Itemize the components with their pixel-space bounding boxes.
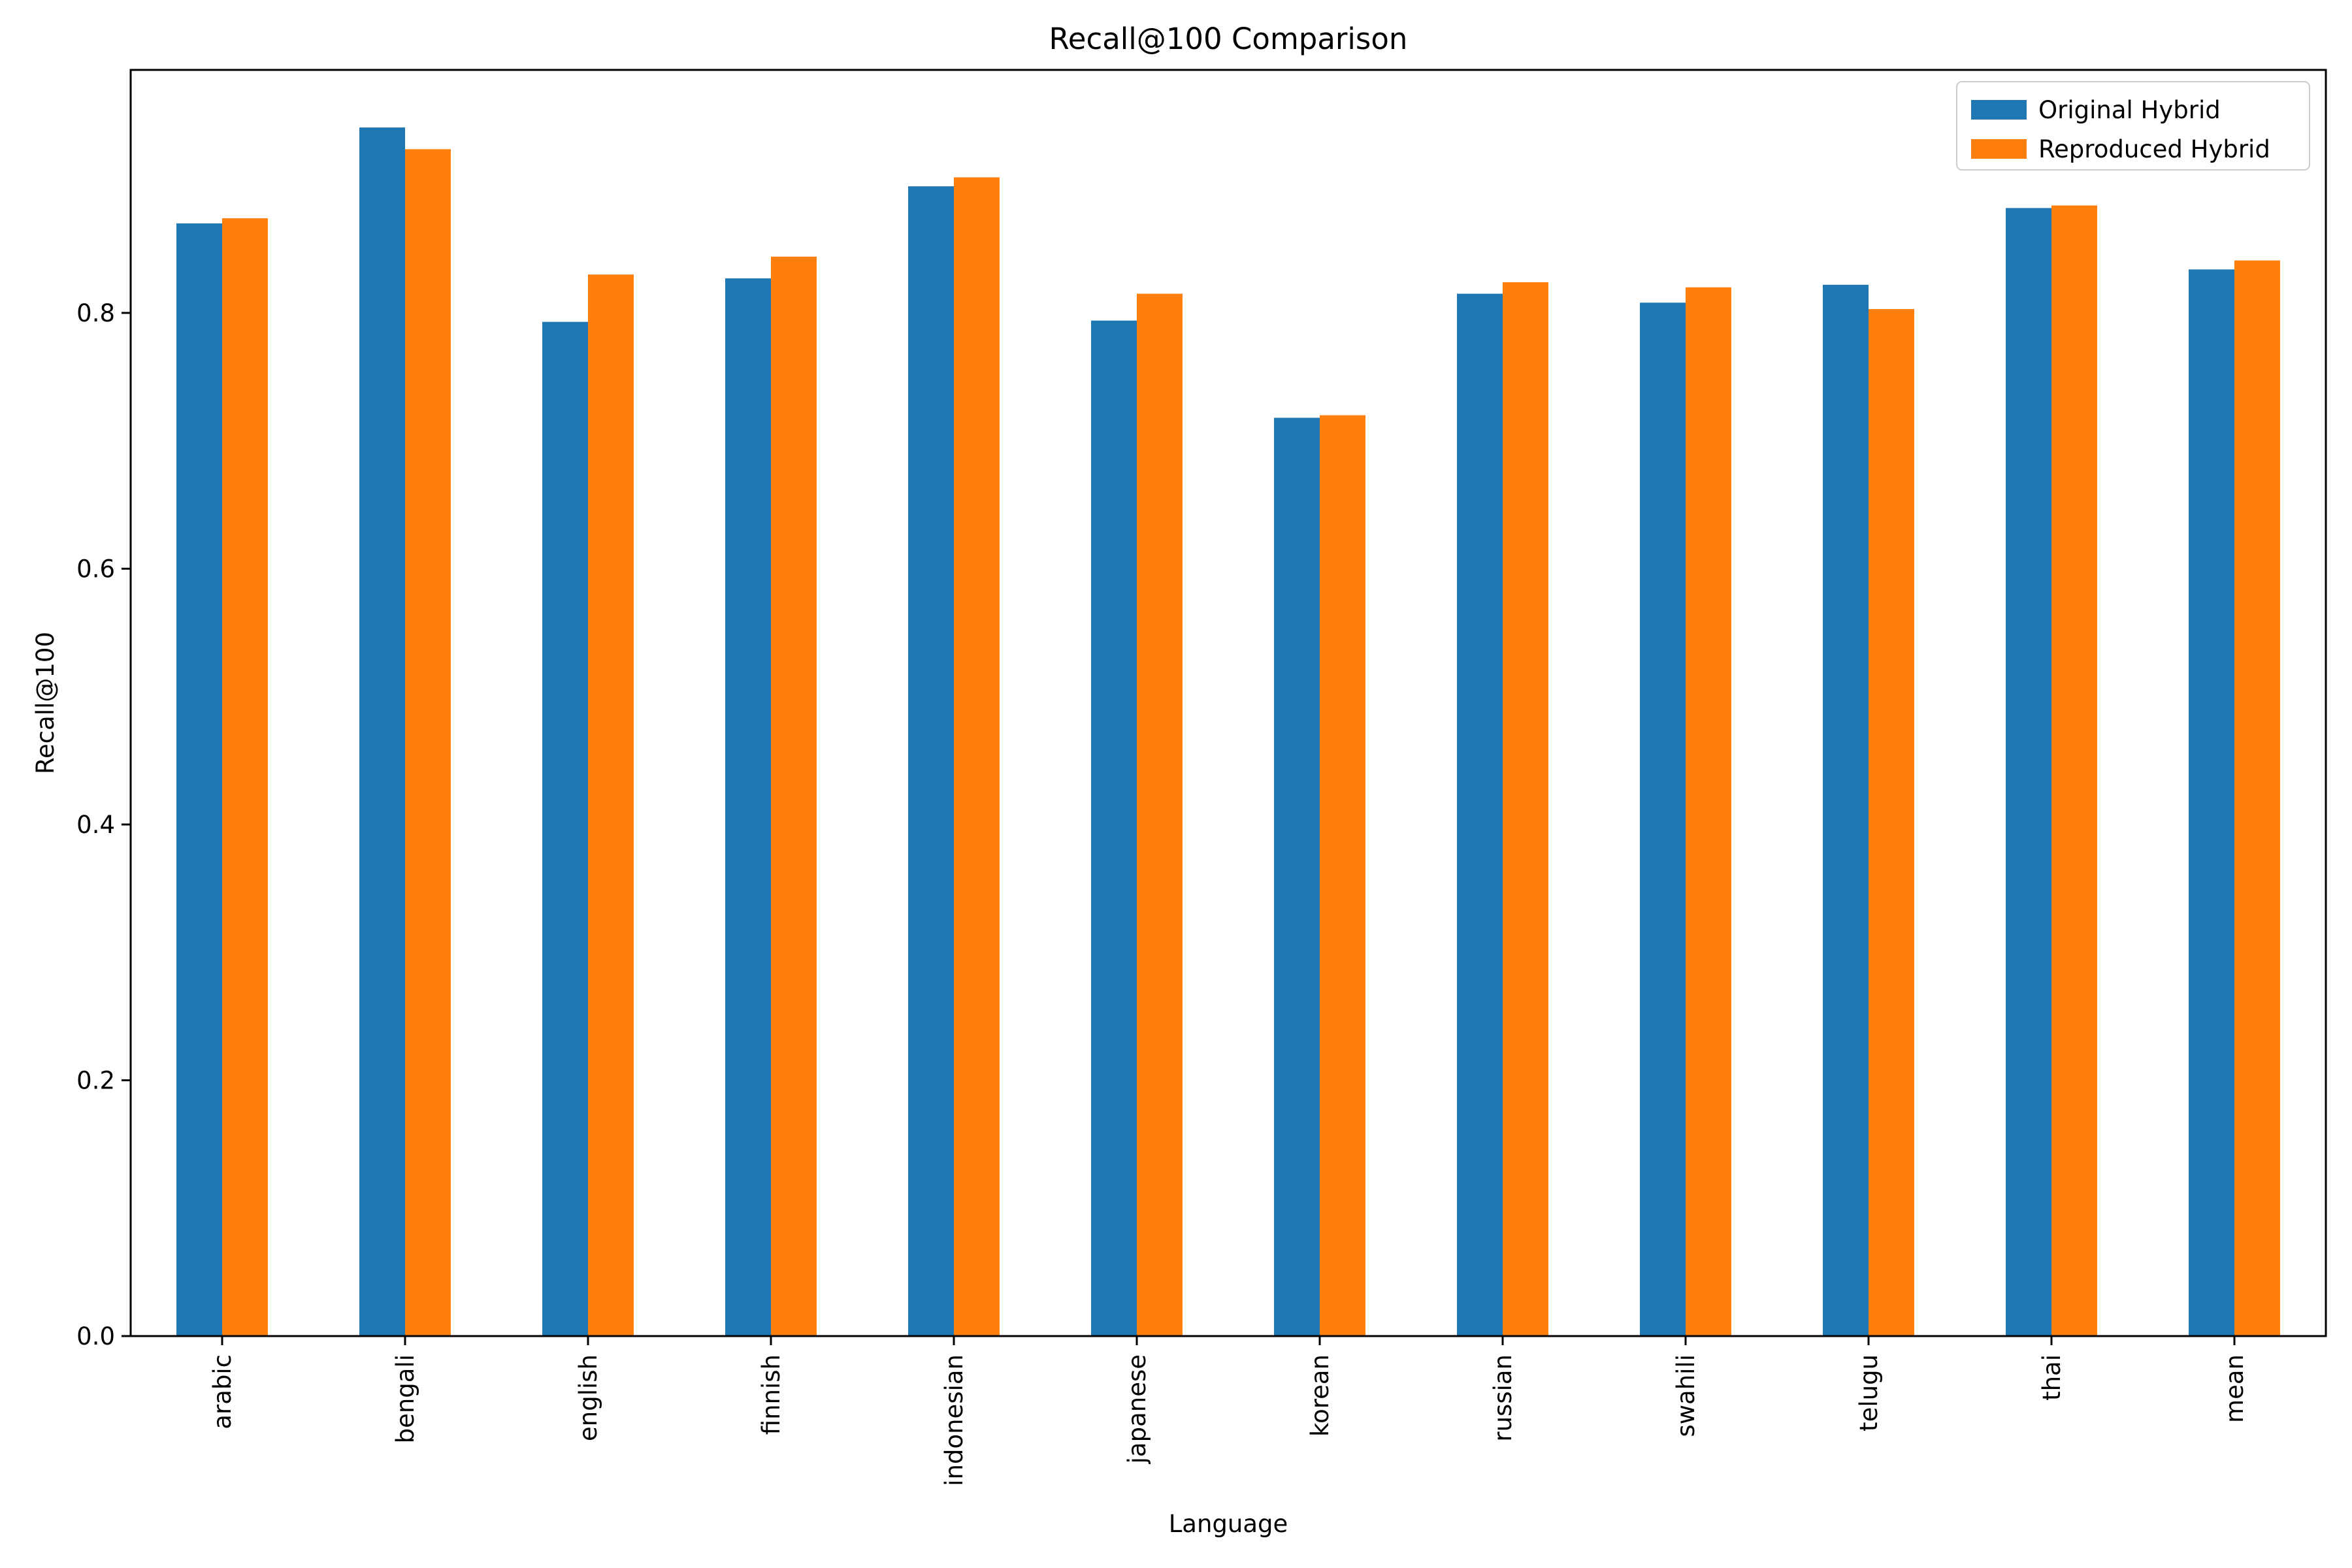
bar-original-hybrid-mean (2189, 269, 2234, 1336)
bar-reproduced-hybrid-indonesian (954, 177, 1000, 1336)
legend-label-original-hybrid: Original Hybrid (2038, 96, 2221, 124)
legend-swatch-reproduced-hybrid (1971, 139, 2027, 159)
legend: Original Hybrid Reproduced Hybrid (1956, 81, 2310, 171)
bar-reproduced-hybrid-japanese (1137, 293, 1183, 1337)
bar-original-hybrid-arabic (176, 223, 222, 1337)
bar-original-hybrid-telugu (1823, 284, 1869, 1336)
x-tick-label-thai: thai (2038, 1354, 2066, 1401)
bar-original-hybrid-russian (1457, 293, 1503, 1337)
bar-original-hybrid-bengali (359, 127, 405, 1336)
x-tick-label-swahili: swahili (1672, 1354, 1700, 1437)
x-tick-label-arabic: arabic (208, 1354, 237, 1429)
x-tick-label-bengali: bengali (391, 1354, 419, 1443)
bar-original-hybrid-swahili (1640, 302, 1686, 1336)
legend-swatch-original-hybrid (1971, 100, 2027, 120)
bar-original-hybrid-korean (1274, 417, 1320, 1336)
x-tick-label-japanese: japanese (1123, 1354, 1151, 1464)
legend-label-reproduced-hybrid: Reproduced Hybrid (2038, 135, 2270, 163)
bar-reproduced-hybrid-russian (1503, 282, 1548, 1337)
y-tick-label: 0.2 (76, 1066, 115, 1094)
bar-reproduced-hybrid-mean (2234, 260, 2280, 1336)
bar-original-hybrid-english (542, 321, 588, 1336)
x-axis-label: Language (1169, 1510, 1288, 1538)
y-axis: 0.0 0.2 0.4 0.6 0.8 (76, 299, 131, 1350)
bar-reproduced-hybrid-telugu (1869, 309, 1914, 1337)
legend-box (1956, 81, 2310, 171)
x-tick-label-indonesian: indonesian (940, 1354, 968, 1486)
bar-reproduced-hybrid-english (588, 274, 634, 1336)
bar-reproduced-hybrid-finnish (771, 256, 817, 1337)
x-tick-label-russian: russian (1489, 1354, 1517, 1442)
bar-reproduced-hybrid-bengali (405, 149, 451, 1337)
bar-reproduced-hybrid-swahili (1686, 287, 1731, 1337)
x-tick-label-english: english (574, 1354, 602, 1441)
bars-group (176, 127, 2280, 1337)
chart-title: Recall@100 Comparison (1049, 22, 1408, 56)
y-axis-label: Recall@100 (31, 632, 59, 774)
x-tick-label-korean: korean (1306, 1354, 1334, 1437)
bar-original-hybrid-thai (2006, 208, 2051, 1336)
x-tick-label-telugu: telugu (1855, 1354, 1883, 1431)
bar-reproduced-hybrid-korean (1320, 415, 1365, 1337)
x-tick-label-mean: mean (2221, 1354, 2249, 1423)
y-tick-label: 0.0 (76, 1322, 115, 1350)
y-tick-label: 0.6 (76, 555, 115, 583)
y-tick-label: 0.8 (76, 299, 115, 327)
bar-original-hybrid-japanese (1091, 320, 1137, 1337)
bar-original-hybrid-finnish (725, 278, 771, 1336)
bar-original-hybrid-indonesian (908, 186, 954, 1336)
x-axis: arabic bengali english finnish indonesian jap… (208, 1336, 2249, 1486)
bar-reproduced-hybrid-thai (2051, 205, 2097, 1336)
y-tick-label: 0.4 (76, 811, 115, 839)
x-tick-label-finnish: finnish (757, 1354, 785, 1435)
plot-frame (129, 69, 2327, 1337)
bar-reproduced-hybrid-arabic (222, 218, 268, 1336)
